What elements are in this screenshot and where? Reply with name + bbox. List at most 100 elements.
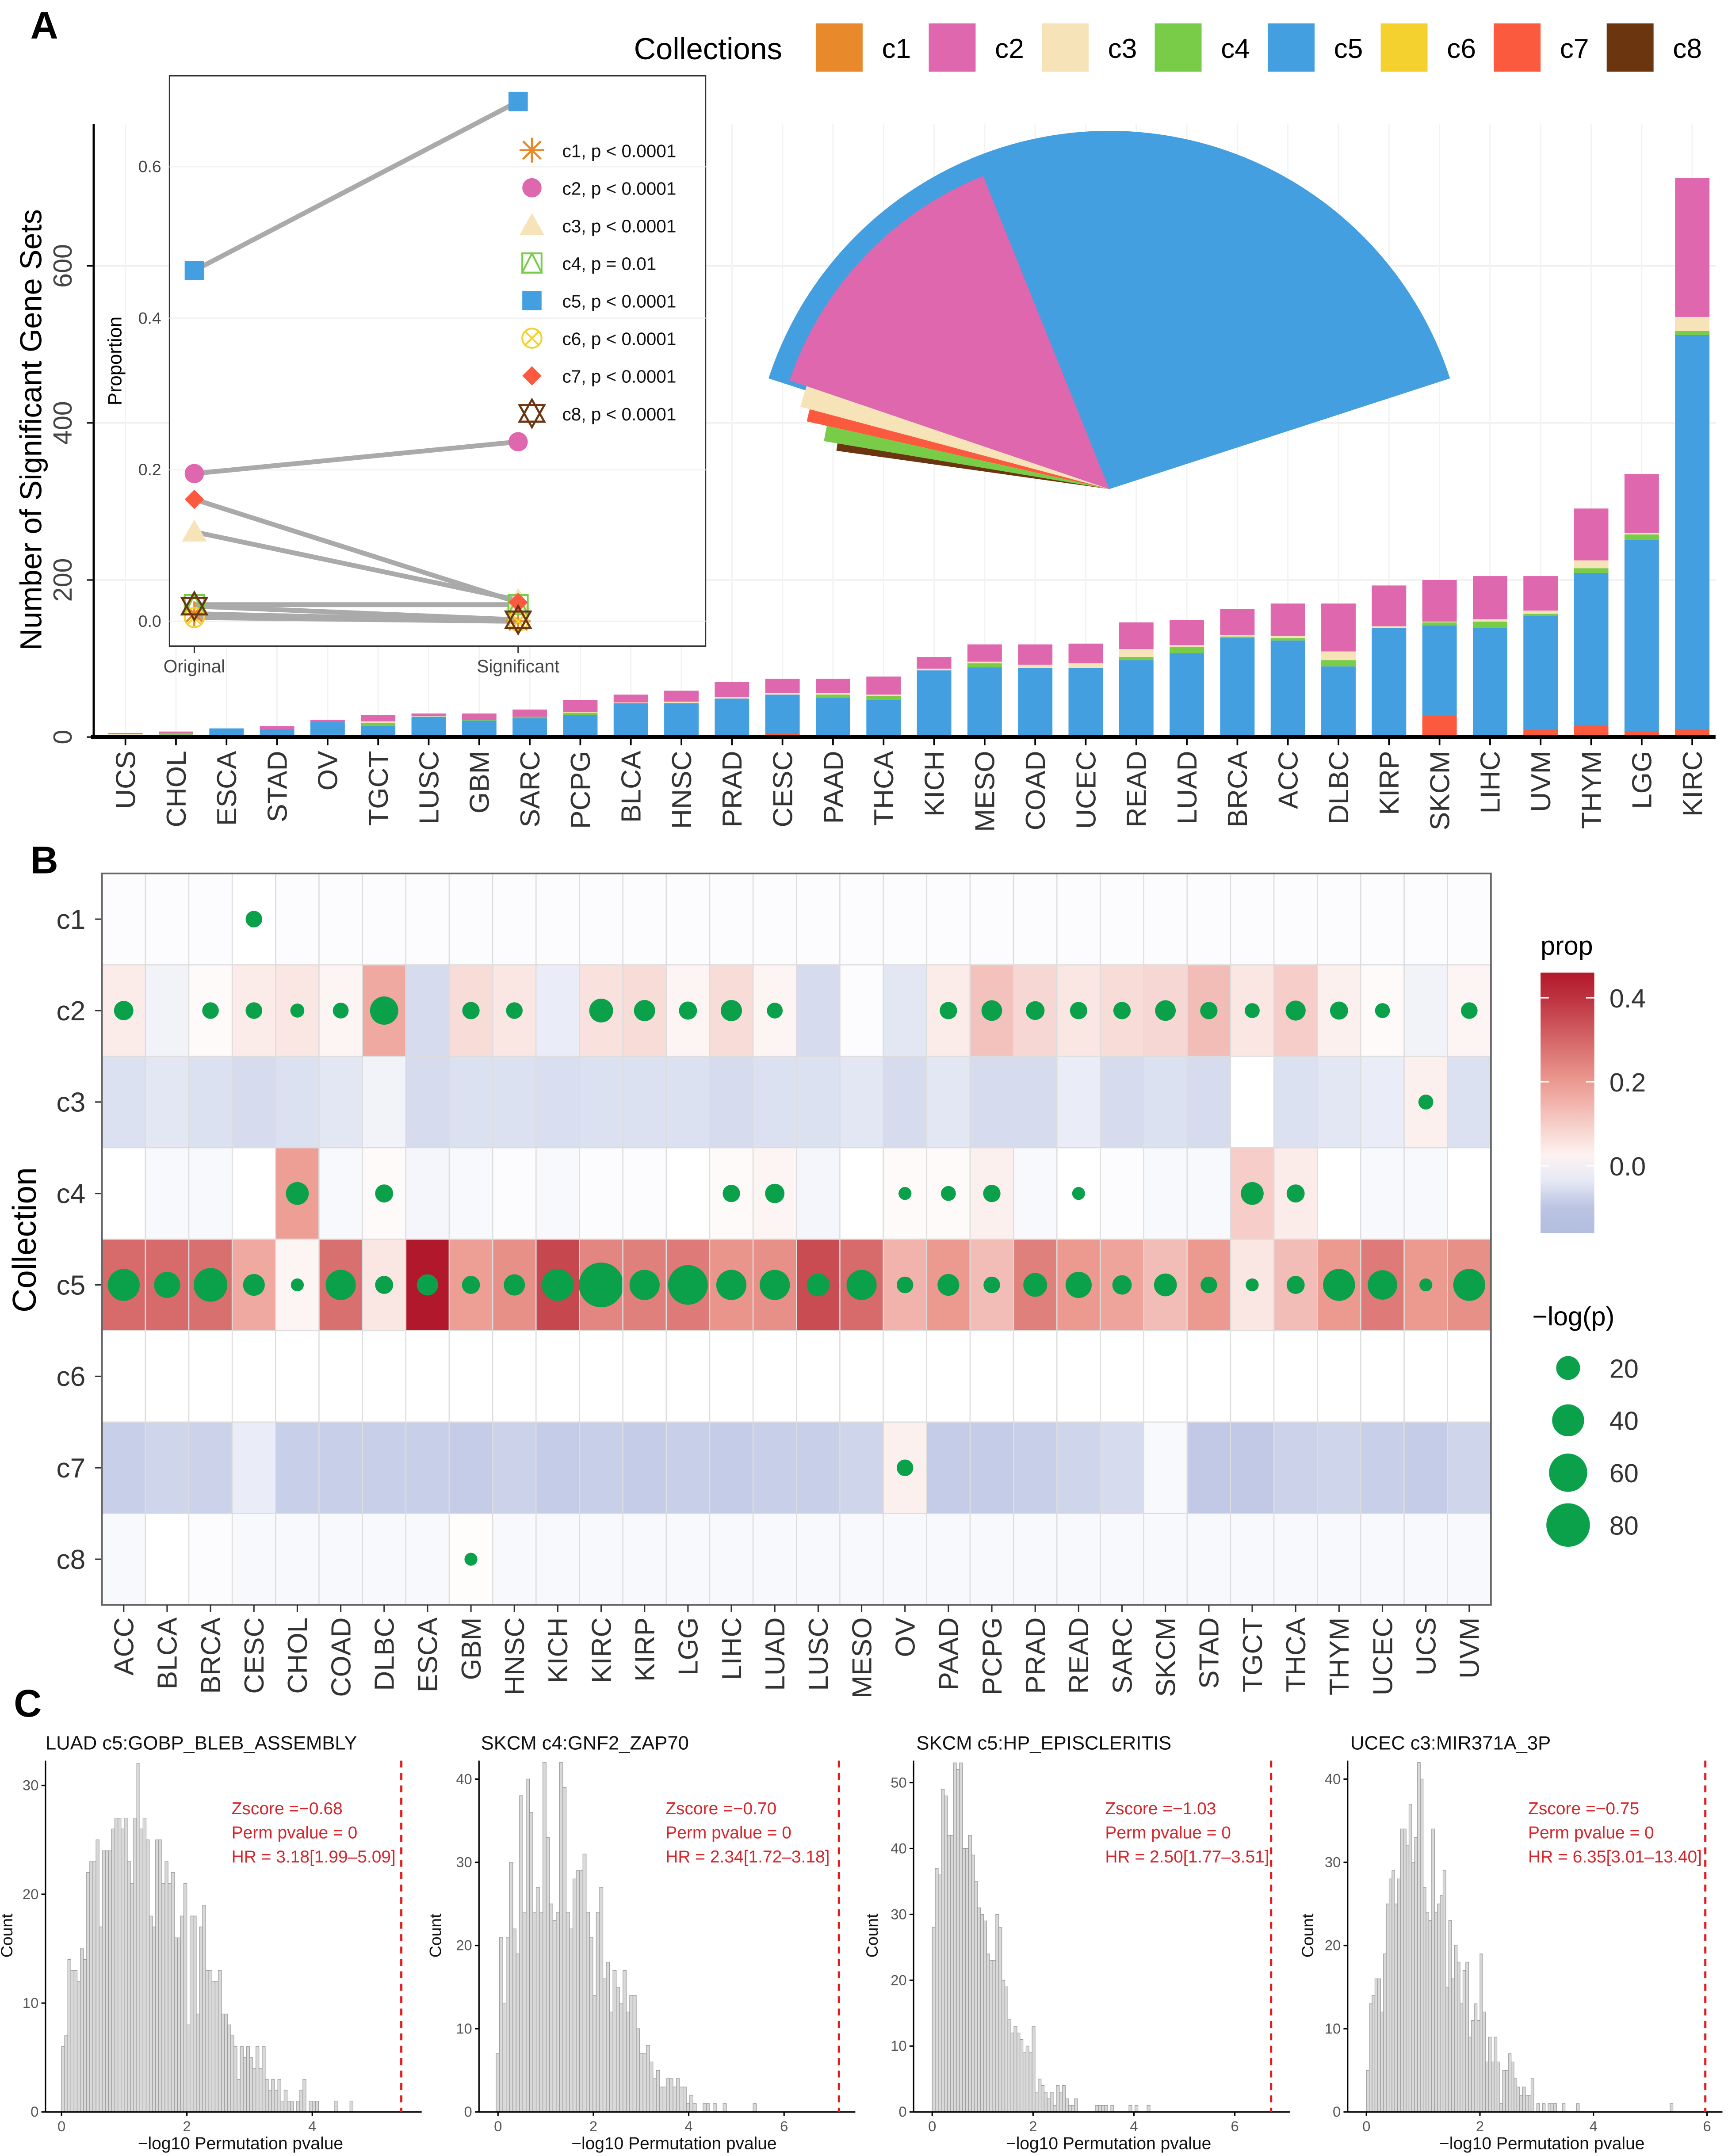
x-tick-label: 4 (1590, 2118, 1598, 2134)
histogram-bar (190, 1916, 194, 2112)
x-tick-label: PCPG (566, 751, 596, 829)
histogram-bar (1414, 1837, 1418, 2112)
histogram-bar (202, 1904, 206, 2112)
histogram-bar (149, 1916, 153, 2112)
x-tick-label: UCS (111, 751, 141, 809)
y-tick-label: 0 (898, 2103, 906, 2120)
heatmap-cell-c4-KIRC (579, 1147, 623, 1240)
histogram-bar (589, 1937, 593, 2112)
histogram-bar (956, 1769, 960, 2112)
heatmap-cell-c4-SARC (1100, 1147, 1144, 1240)
bar-segment-PCPG-c3 (563, 712, 598, 713)
bar-segment-LGG-c2 (1624, 474, 1659, 533)
inset-legend-label-c3: c3, p < 0.0001 (562, 216, 677, 236)
histogram-bar (980, 1914, 984, 2112)
heatmap-cell-c1-HNSC (492, 873, 537, 965)
heatmap-column-label: KIRP (630, 1618, 661, 1682)
heatmap-cell-c4-ACC (101, 1147, 146, 1240)
heatmap-cell-c6-GBM (448, 1330, 493, 1423)
histogram-bar (1451, 1978, 1455, 2112)
heatmap-cell-c7-KIRP (622, 1421, 667, 1514)
heatmap-cell-c7-UVM (1447, 1421, 1492, 1514)
histogram-bar (1071, 2105, 1075, 2112)
bar-segment-MESO-c2 (967, 644, 1002, 662)
bar-segment-THCA-c5 (866, 700, 901, 736)
bar-segment-LUSC-c3 (411, 716, 446, 717)
inset-legend-label-c6: c6, p < 0.0001 (562, 329, 677, 349)
bar-segment-PAAD-c2 (815, 679, 850, 693)
bar-segment-BRCA-c4 (1220, 636, 1255, 638)
inset-legend-label-c8: c8, p < 0.0001 (562, 404, 677, 424)
heatmap-cell-c1-SKCM (1143, 873, 1188, 965)
inset-y-tick-label: 0.4 (138, 309, 161, 327)
histogram-bar (1496, 2061, 1500, 2112)
histogram-bar (214, 1981, 219, 2112)
inset-legend-c6-icon (521, 328, 543, 349)
histogram-bar (947, 1835, 951, 2112)
heatmap-dot-c5-BRCA (193, 1268, 228, 1302)
heatmap-dot-c2-CESC (245, 1002, 263, 1019)
bar-segment-KIRC-c3 (1675, 317, 1710, 331)
histogram-bar (233, 2046, 237, 2112)
marker-significant-c7-icon-shape (508, 592, 528, 612)
heatmap-cell-c7-UCS (1403, 1421, 1448, 1514)
histogram-title: SKCM c4:GNF2_ZAP70 (481, 1733, 689, 1754)
histogram-bar (649, 2061, 654, 2112)
heatmap-cell-c1-LGG (665, 873, 711, 965)
histogram-bar (133, 1817, 137, 2112)
heatmap-dot-c2-READ (1070, 1002, 1087, 1019)
histogram-bar (522, 1912, 527, 2112)
inset-line-c8 (194, 603, 519, 622)
heatmap-cell-c1-PRAD (1013, 873, 1058, 965)
bar-segment-UCEC-c3 (1068, 663, 1103, 668)
bar-segment-MESO-c3 (967, 661, 1002, 664)
heatmap-cell-c6-BRCA (188, 1330, 233, 1423)
heatmap-cell-c1-GBM (448, 873, 493, 965)
bar-segment-READ-c2 (1119, 622, 1154, 649)
panel-label-a: A (31, 4, 58, 47)
histogram-bar (509, 1862, 513, 2112)
bar-segment-THCA-c4 (866, 696, 901, 700)
histogram-bar (196, 2014, 200, 2112)
inset-legend-label-c1: c1, p < 0.0001 (562, 141, 677, 161)
histogram-bar (989, 1960, 993, 2112)
heatmap-column-label: HNSC (500, 1618, 530, 1696)
histogram-bar (1457, 1961, 1460, 2112)
heatmap-cell-c3-SKCM (1143, 1056, 1188, 1149)
inset-y-tick-label: 0.6 (138, 157, 161, 176)
histogram-bar (1550, 2103, 1554, 2112)
heatmap-cell-c1-KICH (535, 873, 580, 965)
bar-segment-PCPG-c4 (563, 713, 598, 715)
heatmap-dot-c5-HNSC (504, 1274, 525, 1296)
bar-segment-LUAD-c4 (1170, 646, 1204, 653)
inset-legend-label-c5: c5, p < 0.0001 (562, 291, 677, 312)
bar-segment-PRAD-c2 (715, 682, 749, 697)
histogram-bar (177, 1937, 181, 2112)
heatmap-cell-c7-KIRC (579, 1421, 623, 1514)
histogram-bar (1431, 1828, 1435, 2112)
histogram-bar (623, 1970, 627, 2112)
heatmap-column-label: KICH (543, 1618, 573, 1683)
histogram-bar (287, 2101, 291, 2112)
histogram-bar (529, 1812, 533, 2112)
size-legend-label: 80 (1609, 1511, 1639, 1541)
heatmap-cell-c6-LIHC (709, 1330, 754, 1423)
heatmap-column-label: TGCT (1238, 1618, 1268, 1693)
heatmap-cell-c3-LUAD (752, 1056, 797, 1149)
pie-slice-c7 (807, 409, 1109, 489)
heatmap-dot-c5-LIHC (716, 1270, 747, 1300)
histogram-bar (1454, 1945, 1458, 2112)
heatmap-cell-c1-LUSC (796, 873, 841, 965)
heatmap-cell-c3-LGG (665, 1056, 711, 1149)
heatmap-row-label: c7 (56, 1453, 85, 1484)
heatmap-cell-c7-PAAD (926, 1421, 971, 1514)
y-tick-label: 40 (1325, 1771, 1341, 1787)
x-tick-label: 2 (183, 2118, 191, 2134)
heatmap-cell-c6-PRAD (1013, 1330, 1058, 1423)
y-tick-label: 20 (23, 1886, 38, 1902)
marker-significant-c5-icon (508, 92, 528, 111)
histogram-bar (689, 2095, 693, 2112)
heatmap-cell-c1-ESCA (405, 873, 450, 965)
histogram-bar (274, 2090, 278, 2112)
heatmap-column-label: ACC (109, 1618, 140, 1676)
